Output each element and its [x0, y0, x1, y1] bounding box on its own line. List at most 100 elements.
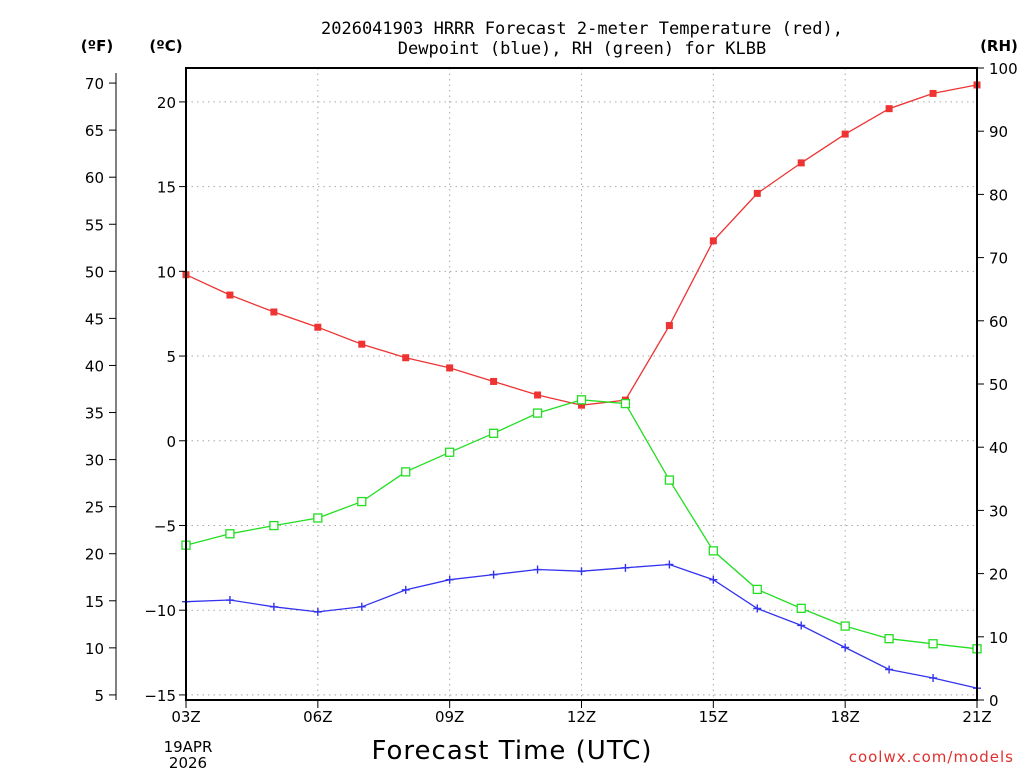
- dewpoint-line: [185, 563, 978, 689]
- chart-title-line-2: Dewpoint (blue), RH (green) for KLBB: [398, 39, 766, 59]
- 2-meter-temperature-point: [270, 308, 278, 316]
- 2-meter-temperature-point: [358, 340, 366, 348]
- rh-point: [928, 639, 938, 649]
- chart-title-line-1: 2026041903 HRRR Forecast 2-meter Tempera…: [321, 19, 843, 39]
- rh-point: [664, 475, 675, 485]
- 2-meter-temperature-point: [929, 89, 937, 97]
- rh-point: [532, 408, 543, 418]
- 2-meter-temperature-point: [709, 237, 717, 245]
- rh-tick-label: 60: [989, 313, 1008, 331]
- rh-point: [576, 395, 587, 405]
- fahrenheit-tick-label: 50: [85, 263, 104, 281]
- rh-point: [752, 584, 762, 595]
- dewpoint-point: [533, 565, 542, 574]
- rh-tick-label: 0: [989, 692, 999, 710]
- dewpoint-point: [929, 673, 938, 682]
- x-tick-label: 12Z: [567, 708, 596, 726]
- rh-unit-label: (RH): [980, 37, 1018, 55]
- dewpoint-point: [753, 604, 762, 613]
- rh-point: [840, 621, 850, 631]
- celsius-tick-label: 0: [166, 433, 176, 451]
- celsius-tick-label: −5: [154, 517, 176, 535]
- 2-meter-temperature-point: [314, 323, 322, 331]
- x-tick-label: 18Z: [830, 708, 859, 726]
- x-tick-label: 09Z: [435, 708, 464, 726]
- celsius-tick-label: 20: [157, 94, 176, 112]
- celsius-tick-label: −15: [144, 687, 176, 705]
- gridlines: [186, 68, 977, 700]
- fahrenheit-tick-label: 55: [85, 216, 104, 234]
- rh-tick-label: 40: [989, 439, 1008, 457]
- rh-point: [708, 546, 718, 556]
- celsius-tick-label: −10: [144, 602, 176, 620]
- x-tick-label: 15Z: [699, 708, 728, 726]
- celsius-tick-label: 10: [157, 263, 176, 281]
- dewpoint-point: [225, 596, 234, 605]
- rh-point: [225, 529, 235, 539]
- rh-point: [313, 513, 323, 523]
- 2-meter-temperature-point: [841, 130, 849, 138]
- rh-tick-label: 90: [989, 123, 1008, 141]
- dewpoint-point: [269, 602, 278, 611]
- rh-point: [796, 603, 806, 614]
- rh-tick-label: 100: [989, 60, 1018, 78]
- 2-meter-temperature-point: [753, 189, 761, 197]
- x-tick-label: 03Z: [171, 708, 200, 726]
- fahrenheit-tick-label: 35: [85, 405, 104, 423]
- fahrenheit-tick-label: 5: [94, 687, 104, 705]
- dewpoint-point: [885, 665, 894, 674]
- 2-meter-temperature-point: [402, 354, 410, 362]
- dewpoint-point: [709, 575, 718, 584]
- date-line-2: 2026: [169, 754, 207, 768]
- dewpoint-point: [489, 570, 498, 579]
- rh-point: [884, 634, 894, 644]
- rh-point: [445, 447, 455, 457]
- fahrenheit-tick-label: 40: [85, 357, 104, 375]
- 2-meter-temperature-point: [446, 364, 454, 372]
- celsius-tick-label: 5: [166, 348, 176, 366]
- rh-tick-label: 20: [989, 566, 1008, 584]
- dewpoint-point: [313, 607, 322, 616]
- fahrenheit-tick-label: 20: [85, 546, 104, 564]
- fahrenheit-tick-label: 15: [85, 593, 104, 611]
- dewpoint-point: [445, 575, 454, 584]
- rh-tick-label: 50: [989, 376, 1008, 394]
- 2-meter-temperature-point: [226, 291, 234, 299]
- fahrenheit-tick-label: 25: [85, 499, 104, 517]
- dewpoint-point: [357, 602, 366, 611]
- dewpoint-point: [665, 560, 674, 569]
- dewpoint-point: [841, 643, 850, 652]
- x-axis-title: Forecast Time (UTC): [371, 736, 652, 766]
- axes-layer: 03Z 06Z 09Z 12Z 15Z 18Z 21Z20151050−5−10−15706…: [85, 60, 1018, 726]
- 2-meter-temperature-point: [885, 105, 893, 113]
- rh-tick-label: 10: [989, 629, 1008, 647]
- x-tick-label: 21Z: [962, 708, 991, 726]
- 2-meter-temperature-point: [534, 391, 542, 399]
- 2-meter-temperature-point: [797, 159, 805, 167]
- dewpoint-point: [797, 621, 806, 630]
- series-layer: [181, 81, 982, 693]
- 2-meter-temperature-point: [578, 401, 585, 409]
- rh-point: [401, 467, 411, 477]
- credit-text: coolwx.com/models: [849, 748, 1014, 766]
- rh-tick-label: 30: [989, 502, 1008, 520]
- rh-point: [488, 428, 499, 438]
- fahrenheit-tick-label: 30: [85, 452, 104, 470]
- fahrenheit-tick-label: 60: [85, 169, 104, 187]
- celsius-unit-label: (ºC): [149, 37, 182, 55]
- rh-tick-label: 80: [989, 186, 1008, 204]
- rh-point: [620, 398, 631, 409]
- rh-point: [357, 496, 367, 507]
- 2-meter-temperature-point: [490, 377, 498, 385]
- dewpoint-point: [621, 563, 630, 572]
- fahrenheit-tick-label: 10: [85, 640, 104, 658]
- dewpoint-point: [577, 567, 586, 576]
- celsius-tick-label: 15: [157, 179, 176, 197]
- rh-tick-label: 70: [989, 250, 1008, 268]
- rh-point: [269, 520, 279, 531]
- fahrenheit-tick-label: 65: [85, 122, 104, 140]
- 2-meter-temperature-point: [665, 322, 673, 330]
- fahrenheit-tick-label: 45: [85, 310, 104, 328]
- date-line-1: 19APR: [164, 738, 213, 756]
